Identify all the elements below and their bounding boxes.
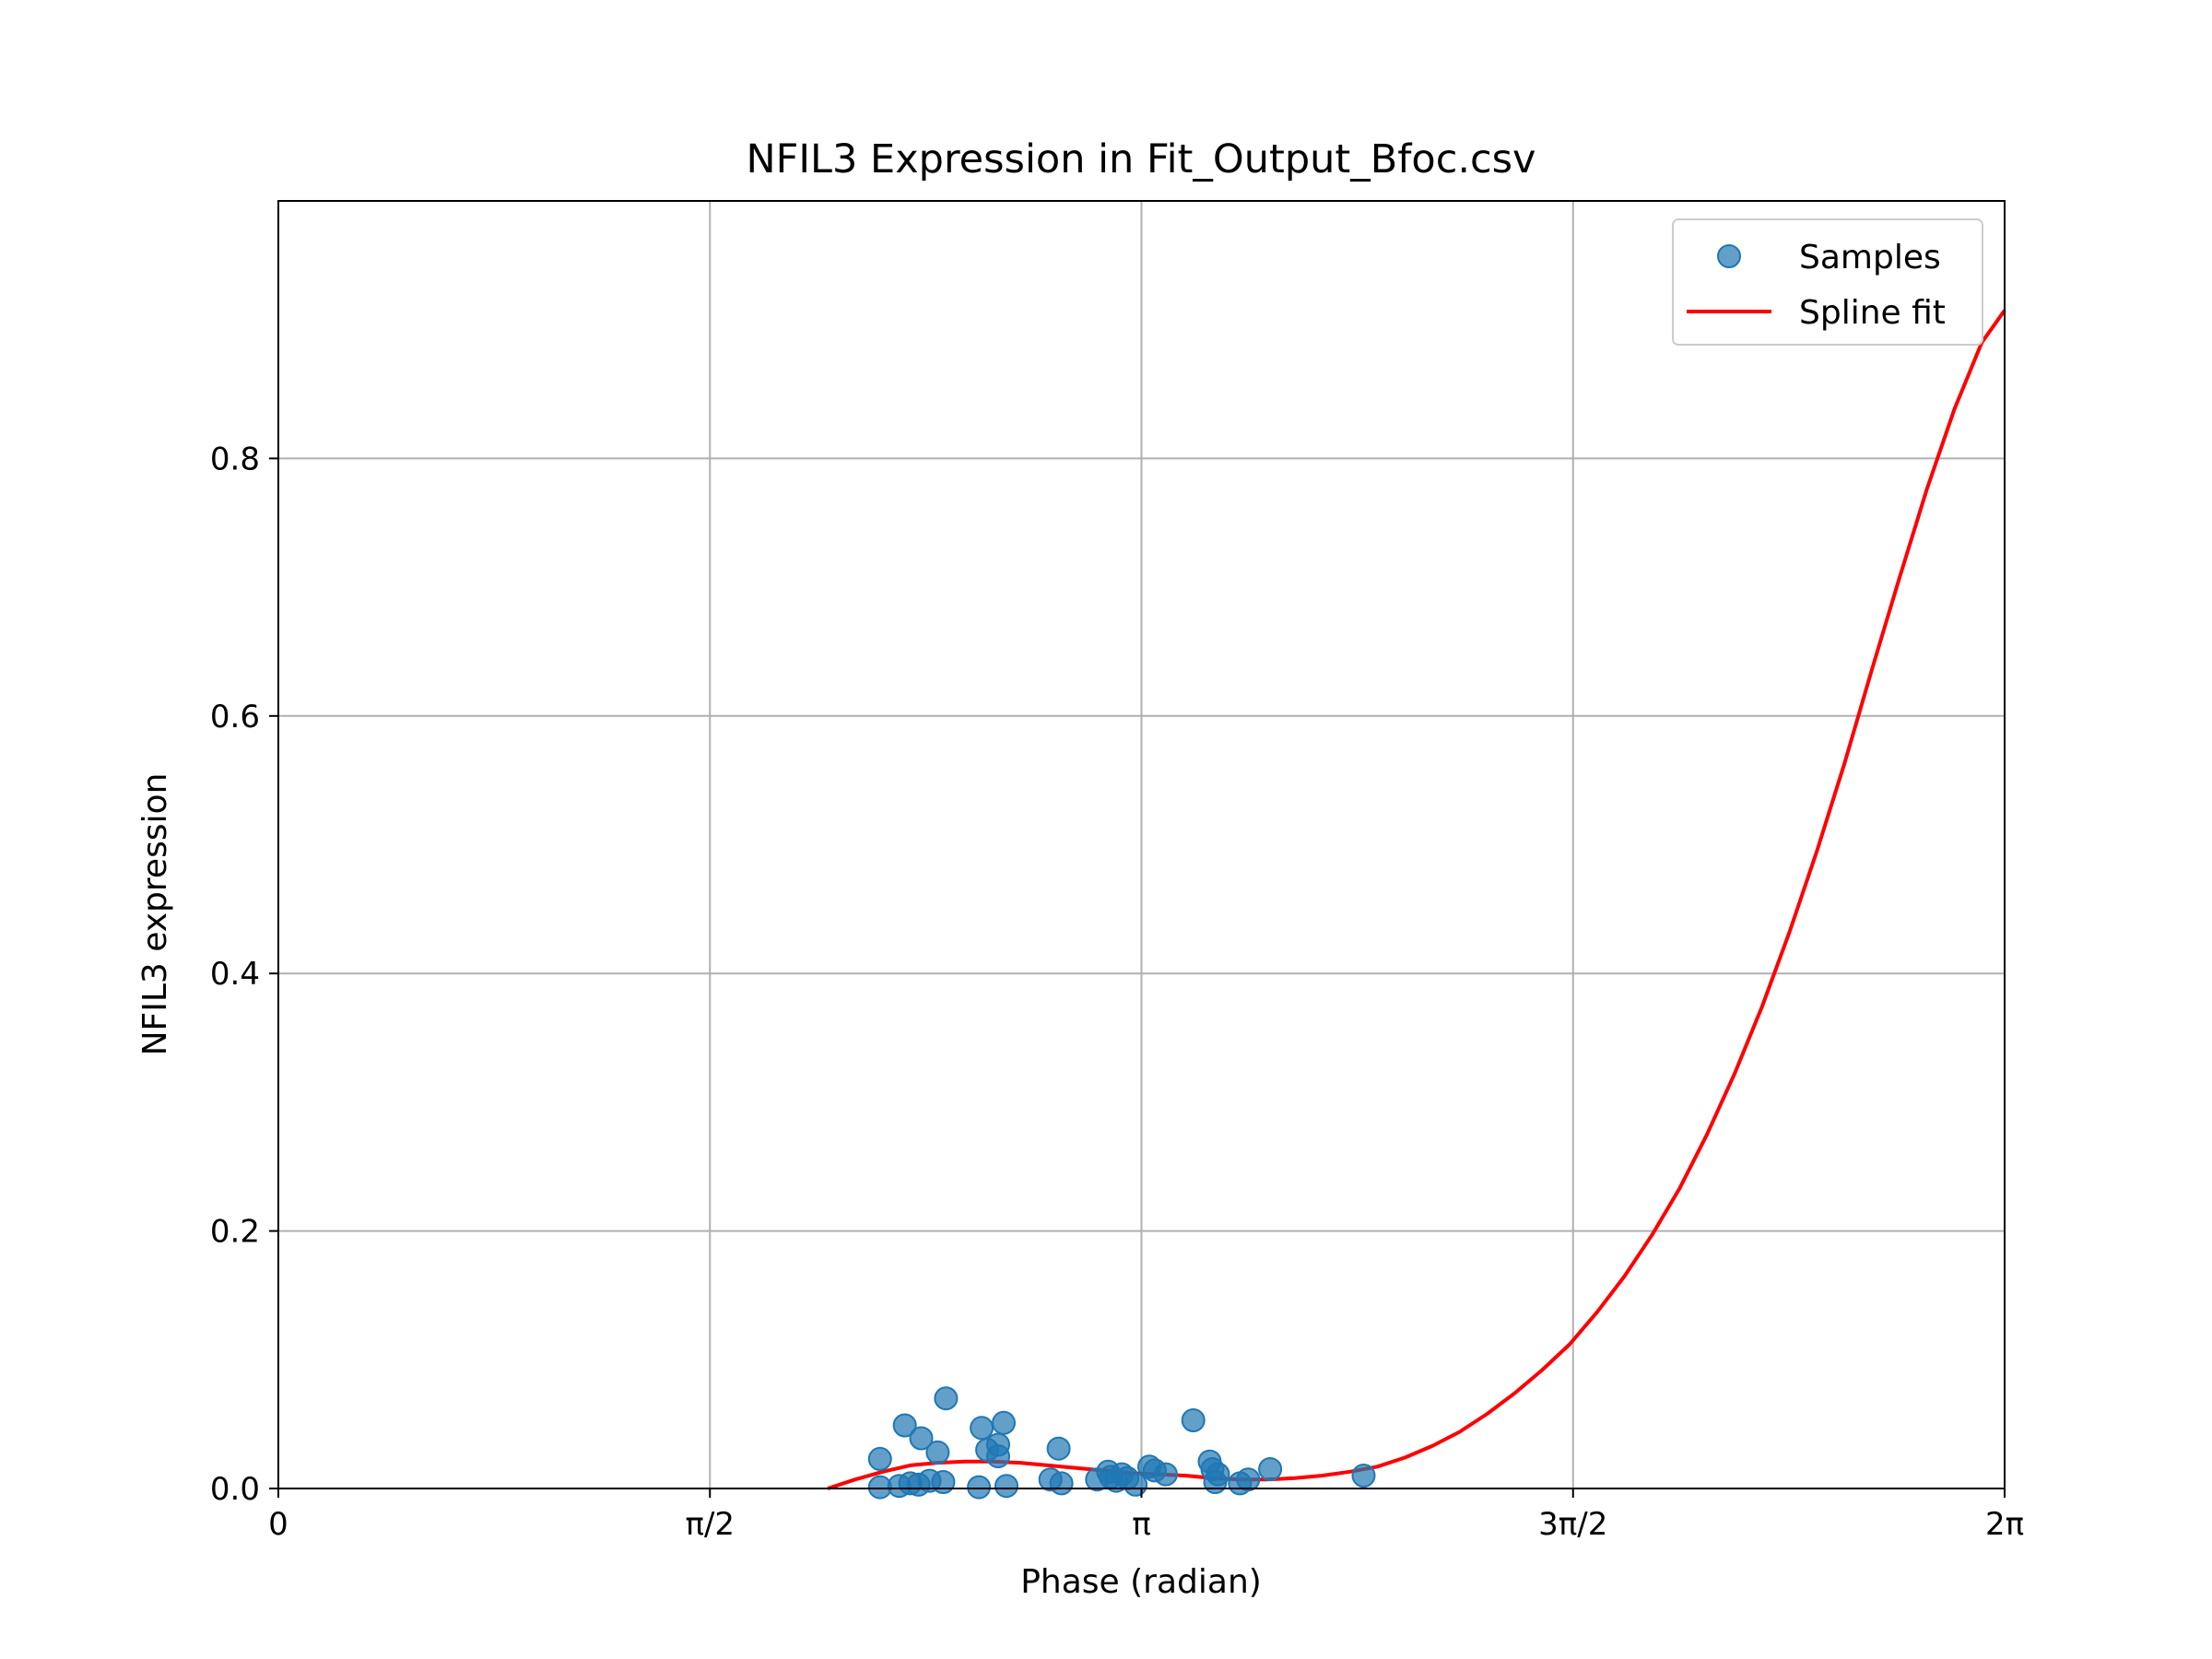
legend: Samples Spline fit: [1672, 218, 1983, 346]
sample-point: [1049, 1471, 1074, 1496]
sample-point: [892, 1413, 917, 1438]
legend-spline-label: Spline fit: [1799, 294, 1946, 332]
x-axis: 0 π/2 π 3π/2 2π: [268, 1488, 2024, 1543]
chart-title: NFIL3 Expression in Fit_Output_Bfoc.csv: [746, 136, 1535, 182]
y-axis-title: NFIL3 expression: [136, 773, 174, 1056]
x-tick-label: 3π/2: [1538, 1506, 1607, 1543]
y-tick-label: 0.6: [210, 699, 260, 735]
y-tick-label: 0.8: [210, 441, 260, 477]
sample-point: [1258, 1457, 1283, 1481]
sample-point: [967, 1475, 992, 1500]
sample-point: [934, 1386, 959, 1411]
y-tick-label: 0.4: [210, 956, 260, 993]
y-tick-label: 0.2: [210, 1214, 260, 1251]
sample-point: [867, 1446, 892, 1471]
x-tick-label: 2π: [1985, 1506, 2024, 1543]
sample-point: [1046, 1436, 1071, 1461]
sample-point: [986, 1432, 1010, 1457]
sample-point: [1351, 1464, 1376, 1488]
sample-point: [925, 1440, 950, 1465]
sample-point: [931, 1470, 956, 1494]
y-tick-label: 0.0: [210, 1471, 260, 1508]
sample-point: [1203, 1470, 1228, 1494]
sample-point: [909, 1426, 934, 1451]
sample-point: [1181, 1408, 1206, 1432]
sample-point: [970, 1416, 994, 1441]
sample-point: [1236, 1467, 1261, 1492]
x-tick-label: 0: [268, 1506, 288, 1543]
legend-samples-label: Samples: [1799, 239, 1941, 276]
sample-point: [994, 1474, 1018, 1499]
legend-samples-marker: [1717, 244, 1741, 268]
sample-point: [992, 1410, 1016, 1435]
y-axis: 0.0 0.2 0.4 0.6 0.8: [210, 441, 278, 1508]
spline-fit-line: [827, 309, 2006, 1490]
x-tick-label: π/2: [685, 1506, 735, 1543]
spline-fit-layer: [827, 309, 2006, 1490]
x-axis-title: Phase (radian): [1020, 1563, 1262, 1601]
sample-point: [1153, 1462, 1178, 1487]
x-tick-label: π: [1132, 1506, 1150, 1543]
